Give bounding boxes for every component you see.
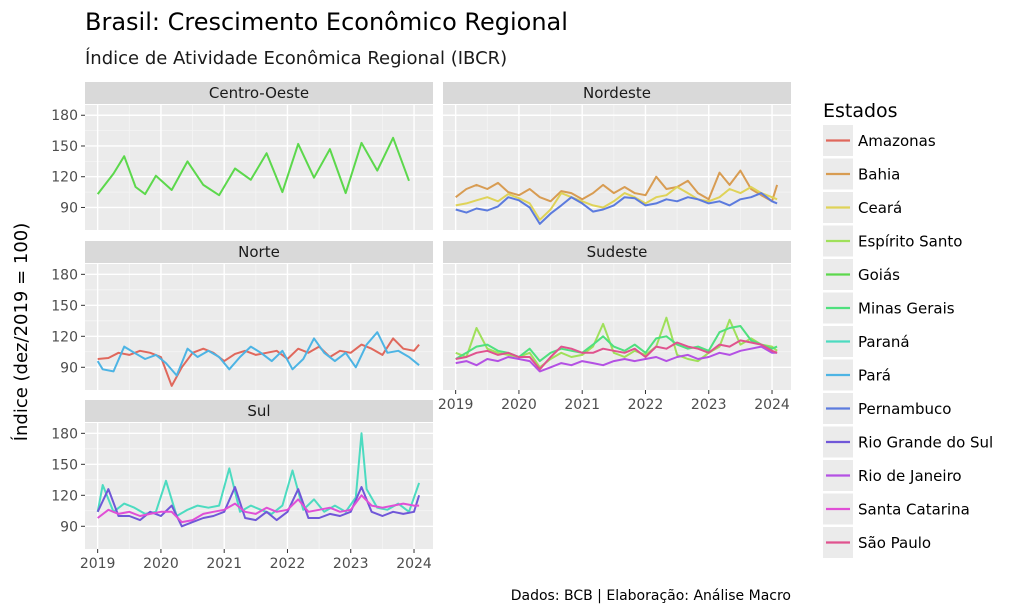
panel-norte: Norte 90 120 150 180 <box>51 241 433 390</box>
panel-sudeste: Sudeste 2019 2020 2021 2022 2023 2024 <box>438 241 791 413</box>
facet-label: Centro-Oeste <box>209 84 309 102</box>
legend-item: Pará <box>823 359 891 391</box>
legend-item: Minas Gerais <box>823 292 955 324</box>
x-tick-label: 2021 <box>564 397 600 413</box>
legend-item: Amazonas <box>823 125 936 156</box>
y-tick-label: 150 <box>51 298 78 314</box>
legend-item: Ceará <box>823 192 902 223</box>
legend-item: Pernambuco <box>823 393 951 424</box>
legend-label: São Paulo <box>858 534 931 552</box>
legend-item: Rio Grande do Sul <box>823 426 993 458</box>
x-tick-label: 2022 <box>270 556 306 572</box>
x-tick-label: 2024 <box>754 397 790 413</box>
legend-label: Goiás <box>858 266 900 284</box>
x-tick-label: 2023 <box>333 556 369 572</box>
x-tick-label: 2020 <box>501 397 537 413</box>
series-line-rio-de-janeiro <box>455 345 778 373</box>
series-line-são-paulo <box>455 339 778 371</box>
legend-label: Espírito Santo <box>858 233 962 251</box>
facet-strip <box>85 82 433 104</box>
y-tick-label: 180 <box>51 267 78 283</box>
panel-background <box>85 423 433 549</box>
legend-item: Goiás <box>823 259 900 290</box>
x-tick-label: 2019 <box>80 556 116 572</box>
legend-item: Espírito Santo <box>823 225 962 257</box>
y-tick-label: 150 <box>51 139 78 155</box>
legend-item: Rio de Janeiro <box>823 460 962 491</box>
legend-label: Pará <box>858 367 891 385</box>
legend-label: Bahia <box>858 166 900 184</box>
facet-strip <box>443 82 791 104</box>
y-tick-label: 180 <box>51 108 78 124</box>
legend-label: Santa Catarina <box>858 501 970 519</box>
panel-centro-oeste: Centro-Oeste 90 120 150 180 <box>51 82 433 230</box>
panel-background <box>443 105 791 230</box>
legend-item: Santa Catarina <box>823 493 970 525</box>
series-line-bahia <box>455 169 779 203</box>
legend-item: Bahia <box>823 158 900 190</box>
x-tick-label: 2019 <box>438 397 474 413</box>
facet-label: Sudeste <box>587 243 648 261</box>
x-tick-label: 2023 <box>691 397 727 413</box>
facet-panels: Centro-Oeste 90 120 150 180 Nordeste Norte 90 12… <box>51 82 791 572</box>
facet-label: Sul <box>247 402 270 420</box>
series-line-pará <box>96 331 420 377</box>
legend-label: Ceará <box>858 199 902 217</box>
series-line-rio-grande-do-sul <box>96 486 421 528</box>
y-tick-label: 180 <box>51 426 78 442</box>
legend-items: Amazonas Bahia Ceará Espírito Santo Goiás Min… <box>823 125 993 558</box>
facet-strip <box>85 241 433 263</box>
y-tick-label: 120 <box>51 170 78 186</box>
panel-sul: Sul 90 120 150 180 2019 2020 2021 2022 2023 2024 <box>51 400 433 572</box>
y-axis-label: Índice (dez/2019 = 100) <box>10 223 32 442</box>
legend-label: Amazonas <box>858 132 936 150</box>
y-tick-label: 90 <box>60 360 78 376</box>
x-tick-label: 2021 <box>206 556 242 572</box>
panel-background <box>85 264 433 390</box>
legend-label: Minas Gerais <box>858 300 955 318</box>
chart-subtitle: Índice de Atividade Econômica Regional (… <box>85 47 507 69</box>
legend: Estados Amazonas Bahia Ceará Espírito Santo… <box>823 100 993 558</box>
series-line-goiás <box>96 136 410 197</box>
y-tick-label: 120 <box>51 329 78 345</box>
x-tick-label: 2022 <box>628 397 664 413</box>
legend-item: São Paulo <box>823 527 931 558</box>
chart-title: Brasil: Crescimento Econômico Regional <box>85 8 568 36</box>
facet-strip <box>443 241 791 263</box>
series-line-pernambuco <box>455 192 778 225</box>
series-line-ceará <box>455 186 778 221</box>
y-tick-label: 90 <box>60 519 78 535</box>
facet-label: Norte <box>238 243 280 261</box>
y-tick-label: 90 <box>60 200 78 216</box>
legend-label: Paraná <box>858 333 910 351</box>
panel-nordeste: Nordeste <box>443 82 791 230</box>
facet-strip <box>85 400 433 422</box>
legend-label: Rio de Janeiro <box>858 467 962 485</box>
legend-item: Paraná <box>823 326 910 357</box>
x-tick-label: 2020 <box>143 556 179 572</box>
series-line-santa-catarina <box>97 494 420 524</box>
legend-label: Rio Grande do Sul <box>858 434 993 452</box>
x-tick-label: 2024 <box>396 556 432 572</box>
series-line-espírito-santo <box>455 316 778 369</box>
chart-caption: Dados: BCB | Elaboração: Análise Macro <box>511 588 791 604</box>
facet-label: Nordeste <box>583 84 651 102</box>
y-tick-label: 120 <box>51 488 78 504</box>
legend-label: Pernambuco <box>858 400 951 418</box>
y-tick-label: 150 <box>51 457 78 473</box>
legend-title: Estados <box>823 100 898 122</box>
